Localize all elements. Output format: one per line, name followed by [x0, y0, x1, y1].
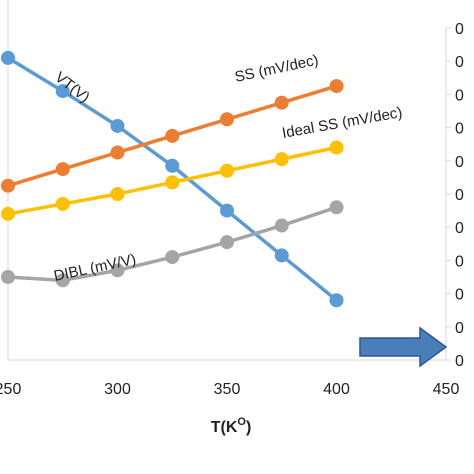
x-tick-label: 400	[323, 381, 350, 398]
data-point	[220, 163, 234, 178]
right-tick-label: 0	[455, 54, 464, 71]
data-point	[220, 203, 234, 218]
data-point	[165, 250, 180, 265]
right-tick-label: 0	[455, 287, 464, 304]
x-axis-ticks: 250 300 350 400 450	[0, 381, 459, 398]
data-point	[55, 162, 70, 177]
data-point	[55, 84, 70, 99]
x-axis-label-close: )	[246, 419, 251, 436]
right-axis-ticks: 0 0 0 0 0 0 0 0 0 0 0	[446, 21, 464, 370]
x-tick-label: 300	[104, 381, 131, 398]
data-point	[1, 206, 15, 221]
data-point	[329, 293, 344, 308]
data-point	[165, 158, 180, 173]
data-point	[1, 178, 15, 193]
right-tick-label: 0	[455, 353, 464, 370]
data-point	[55, 273, 70, 288]
data-point	[165, 128, 180, 143]
right-tick-label: 0	[455, 187, 464, 204]
series-label: Ideal SS (mV/dec)	[281, 104, 404, 142]
series-layer	[1, 50, 344, 308]
right-tick-label: 0	[455, 154, 464, 171]
data-point	[220, 112, 234, 127]
series-label: DIBL (mV/V)	[52, 251, 137, 285]
right-tick-label: 0	[455, 253, 464, 270]
right-tick-label: 0	[455, 21, 464, 38]
x-tick-label: 350	[214, 381, 241, 398]
data-point	[1, 50, 15, 65]
data-point	[274, 248, 289, 263]
x-axis-label-sup: O	[237, 416, 246, 428]
x-tick-label: 250	[0, 381, 21, 398]
data-point	[110, 263, 125, 278]
data-point	[329, 79, 344, 94]
right-arrow-icon	[359, 326, 448, 368]
series-label: SS (mV/dec)	[233, 52, 320, 86]
data-point	[329, 200, 344, 215]
data-point	[274, 218, 289, 233]
right-tick-label: 0	[455, 220, 464, 237]
x-axis-label: T(KO)	[211, 416, 252, 436]
data-point	[329, 140, 344, 155]
x-axis-label-main: T(K	[211, 419, 238, 436]
data-point	[55, 196, 70, 211]
data-point	[274, 95, 289, 110]
right-tick-label: 0	[455, 320, 464, 337]
x-tick-label: 450	[433, 381, 460, 398]
data-point	[165, 175, 180, 190]
data-point	[110, 118, 125, 133]
data-point	[110, 187, 125, 201]
right-tick-label: 0	[455, 121, 464, 138]
data-point	[110, 145, 125, 160]
data-point	[1, 270, 15, 284]
right-tick-label: 0	[455, 87, 464, 104]
data-point	[220, 235, 234, 250]
data-point	[274, 152, 289, 167]
